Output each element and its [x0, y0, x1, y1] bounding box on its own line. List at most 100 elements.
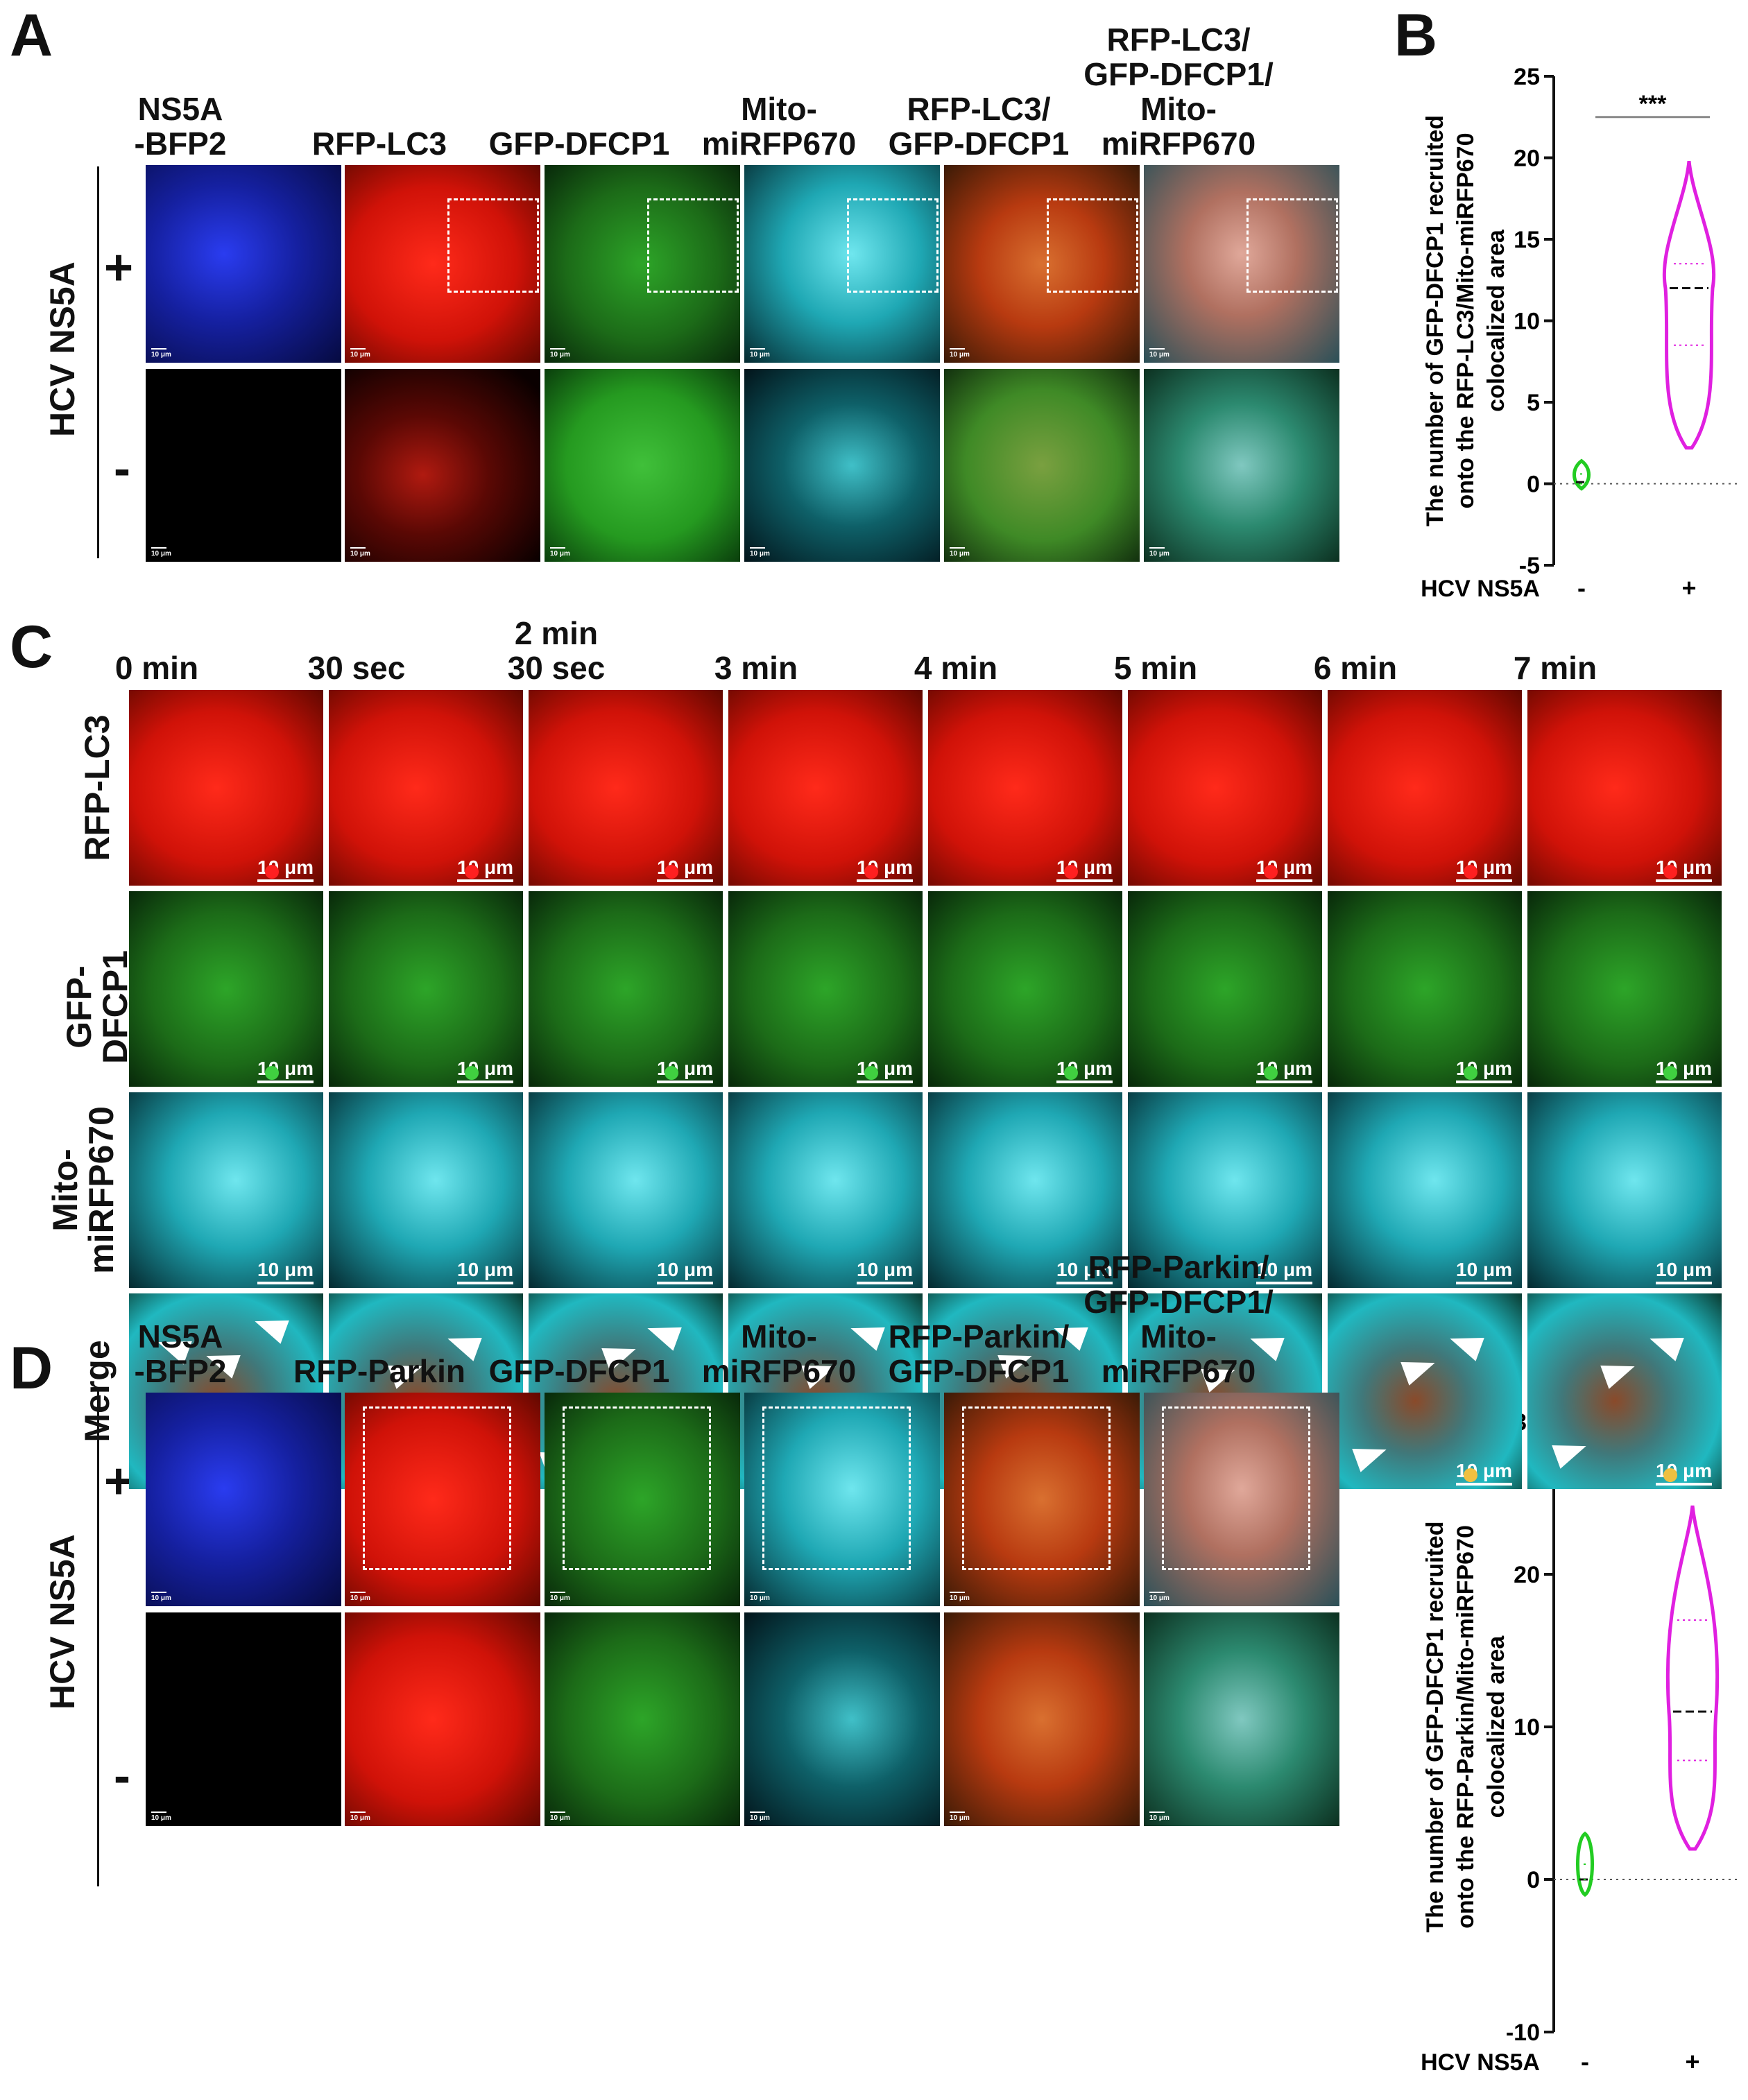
panel-d-col-header-line: Mito- [741, 1318, 817, 1354]
panel-d-image-minus: 10 μm [944, 1612, 1140, 1826]
panel-c-row-label-line: GFP-DFCP1 [60, 950, 135, 1064]
panel-c-image-r2-c5: 10 μm [1128, 1092, 1322, 1288]
panel-c-image-r1-c7: 10 μm [1527, 891, 1722, 1087]
scale-bar: 10 μm [657, 1259, 713, 1284]
zoom-region-box [647, 198, 739, 293]
scale-bar: 10 μm [457, 1259, 513, 1284]
y-axis-label-line: colocalized area [1483, 1635, 1509, 1818]
panel-a-image-plus: 10 μm [744, 165, 940, 363]
panel-c-image-r1-c5: 10 μm [1128, 891, 1322, 1087]
scale-bar: 10 μm [350, 348, 370, 359]
y-tick-label: 0 [1527, 1867, 1540, 1893]
panel-d-col-header-2: GFP-DFCP1 [475, 1354, 683, 1388]
y-axis-label-line: colocalized area [1483, 229, 1509, 412]
y-tick-label: 25 [1514, 64, 1540, 90]
cell-marker-dot [1464, 865, 1477, 879]
cell-marker-dot [1464, 1066, 1477, 1080]
panel-c-image-r0-c5: 10 μm [1128, 690, 1322, 886]
scale-bar: 10 μm [550, 547, 570, 558]
scale-bar: 10 μm [750, 547, 770, 558]
panel-c-row-label-line: miRFP670 [82, 1106, 121, 1274]
panel-c-image-r0-c6: 10 μm [1328, 690, 1522, 886]
panel-c-image-r0-c3: 10 μm [728, 690, 923, 886]
zoom-region-box [1246, 198, 1338, 293]
panel-c-time-col-header-3: 3 min [652, 651, 860, 685]
panel-d-col-header-3: Mito-miRFP670 [675, 1319, 883, 1388]
cell-marker-dot [1663, 1468, 1677, 1482]
panel-d-image-minus: 10 μm [744, 1612, 940, 1826]
y-tick-label: 10 [1514, 1714, 1540, 1741]
zoom-region-box [762, 1406, 911, 1570]
panel-c-time-col-header-line: 7 min [1513, 650, 1597, 686]
scale-bar: 10 μm [1456, 1259, 1512, 1284]
cell-marker-dot [1464, 1468, 1477, 1482]
scale-bar: 10 μm [151, 348, 171, 359]
y-tick-label: 20 [1514, 1562, 1540, 1588]
panel-c-row-label-2: Mito-miRFP670 [46, 1093, 121, 1287]
cell-marker-dot [465, 1066, 479, 1080]
panel-a-image-minus: 10 μm [345, 369, 540, 562]
cell-marker-dot [864, 1066, 878, 1080]
y-tick-label: -5 [1519, 553, 1540, 579]
panel-a-image-plus: 10 μm [944, 165, 1140, 363]
cell-marker-dot [1264, 1066, 1278, 1080]
panel-c-time-col-header-line: 0 min [114, 650, 199, 686]
violin-chart-e: -100102030The number of GFP-DFCP1 recrui… [1422, 1409, 1741, 2076]
panel-c-time-col-header-line: 6 min [1313, 650, 1398, 686]
scale-bar: 10 μm [350, 1592, 370, 1602]
violin-shape-plus [1665, 1505, 1720, 1851]
panel-c-image-r1-c4: 10 μm [928, 891, 1122, 1087]
x-category-label: - [1577, 574, 1586, 602]
panel-d-image-plus: 10 μm [744, 1393, 940, 1606]
panel-d-image-minus: 10 μm [545, 1612, 740, 1826]
panel-a-plus-sign: + [104, 240, 134, 295]
panel-d-col-header-line: Mito- [1140, 1318, 1217, 1354]
panel-c-image-r1-c2: 10 μm [529, 891, 723, 1087]
panel-a-image-minus: 10 μm [944, 369, 1140, 562]
panel-d-col-header-1: RFP-Parkin [275, 1354, 483, 1388]
panel-c-image-r1-c6: 10 μm [1328, 891, 1522, 1087]
scale-bar: 10 μm [950, 348, 970, 359]
panel-d-image-plus: 10 μm [545, 1393, 740, 1606]
scale-bar: 10 μm [350, 1811, 370, 1822]
y-tick-label: 10 [1514, 309, 1540, 335]
arrowhead-icon [1552, 1434, 1591, 1469]
cell-marker-dot [265, 865, 279, 879]
y-tick-label: 15 [1514, 227, 1540, 253]
significance-label: *** [1639, 91, 1667, 117]
scale-bar: 10 μm [750, 348, 770, 359]
zoom-region-box [847, 198, 939, 293]
scale-bar: 10 μm [950, 547, 970, 558]
panel-a-image-plus: 10 μm [345, 165, 540, 363]
scale-bar: 10 μm [950, 1811, 970, 1822]
cell-marker-dot [864, 865, 878, 879]
panel-c-time-col-header-6: 6 min [1251, 651, 1459, 685]
panel-a-col-header-line: NS5A [137, 91, 223, 127]
panel-c-time-col-header-line: 2 min [514, 615, 599, 651]
panel-a-col-header-line: Mito- [1140, 91, 1217, 127]
panel-a-col-header-line: GFP-DFCP1 [488, 126, 670, 162]
panel-c-image-r0-c7: 10 μm [1527, 690, 1722, 886]
y-axis-label-line: onto the RFP-Parkin/Mito-miRFP670 [1453, 1525, 1479, 1929]
panel-c-time-col-header-1: 30 sec [252, 651, 461, 685]
panel-a-col-header-line: miRFP670 [1101, 126, 1256, 162]
panel-a-image-minus: 10 μm [545, 369, 740, 562]
y-tick-label: 5 [1527, 390, 1540, 416]
cell-marker-dot [665, 865, 678, 879]
panel-c-row-label-1: GFP-DFCP1 [60, 910, 135, 1104]
panel-a-minus-sign: - [114, 441, 130, 497]
panel-d-col-header-line: GFP-DFCP1 [888, 1353, 1070, 1389]
scale-bar: 10 μm [750, 1592, 770, 1602]
cell-marker-dot [1663, 1066, 1677, 1080]
y-tick-label: 0 [1527, 472, 1540, 498]
scale-bar: 10 μm [1149, 348, 1169, 359]
arrowhead-icon [1600, 1354, 1639, 1389]
panel-a-col-header-4: RFP-LC3/GFP-DFCP1 [875, 92, 1083, 161]
zoom-region-box [1162, 1406, 1310, 1570]
x-category-label: + [1681, 574, 1696, 602]
panel-d-image-plus: 10 μm [345, 1393, 540, 1606]
panel-c-image-r2-c0: 10 μm [129, 1092, 323, 1288]
zoom-region-box [363, 1406, 511, 1570]
panel-a-row-label: HCV NS5A [43, 261, 82, 437]
panel-d-row-bracket [97, 1387, 99, 1886]
